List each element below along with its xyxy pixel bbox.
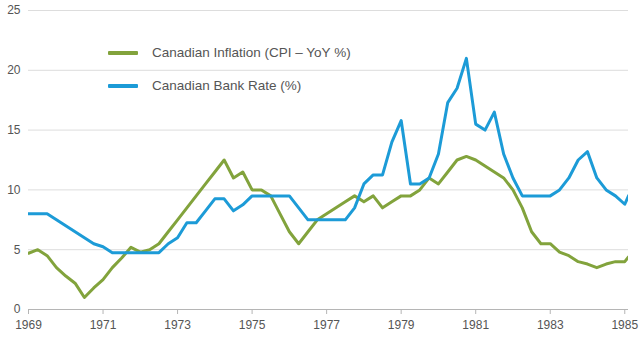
svg-text:1979: 1979 [388,318,415,332]
html-text:Canadian Bank Rate (%): Canadian Bank Rate (%) [152,78,302,93]
svg-text:1981: 1981 [462,318,489,332]
svg-text:0: 0 [14,302,21,316]
svg-text:1971: 1971 [90,318,117,332]
svg-text:1985: 1985 [611,318,638,332]
svg-text:5: 5 [14,243,21,257]
svg-text:1977: 1977 [313,318,340,332]
svg-text:1983: 1983 [537,318,564,332]
svg-text:1973: 1973 [164,318,191,332]
svg-text:1969: 1969 [15,318,42,332]
svg-text:1975: 1975 [239,318,266,332]
svg-text:10: 10 [7,183,21,197]
svg-text:25: 25 [7,3,21,17]
svg-text:15: 15 [7,123,21,137]
html-text:Canadian Inflation (CPI – YoY: Canadian Inflation (CPI – YoY %) [152,45,351,60]
svg-text:20: 20 [7,63,21,77]
